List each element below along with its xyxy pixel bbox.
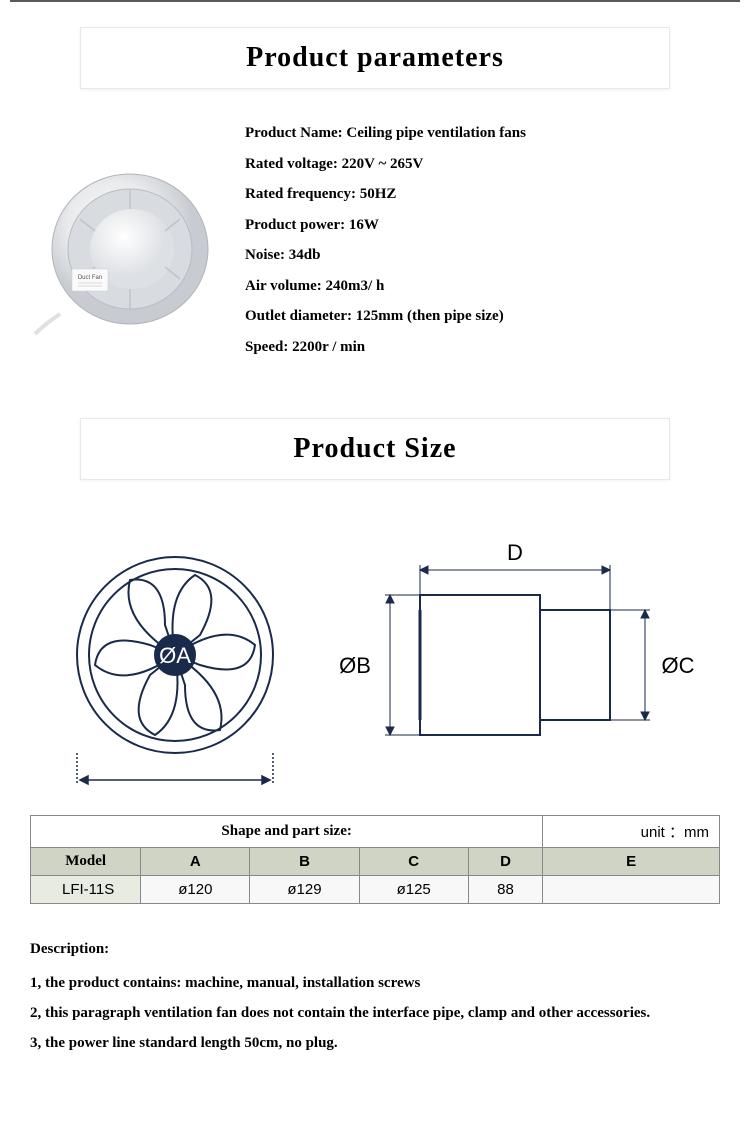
param-label: Speed: (245, 339, 288, 355)
parameters-header: Product parameters (80, 27, 670, 89)
param-label: Product Name: (245, 125, 343, 141)
description-section: Description: 1, the product contains: ma… (0, 924, 750, 1068)
param-value: 50HZ (360, 186, 397, 202)
param-row: Air volume: 240m3/ h (245, 272, 720, 301)
col-header: D (468, 848, 543, 876)
param-label: Air volume: (245, 278, 322, 294)
param-value: 125mm (then pipe size) (356, 308, 504, 324)
spec-table-section: Shape and part size: unit ：mm Model A B … (0, 805, 750, 924)
diagram-label-d: D (507, 540, 523, 565)
table-cell: ø129 (250, 876, 359, 904)
param-row: Product power: 16W (245, 211, 720, 240)
table-header-row: Model A B C D E (31, 848, 720, 876)
spec-table: Shape and part size: unit ：mm Model A B … (30, 815, 720, 904)
col-header: A (141, 848, 250, 876)
param-value: Ceiling pipe ventilation fans (346, 125, 526, 141)
param-value: 34db (289, 247, 321, 263)
parameters-list: Product Name: Ceiling pipe ventilation f… (245, 114, 720, 363)
description-item: 3, the power line standard length 50cm, … (30, 1028, 720, 1058)
param-label: Rated frequency: (245, 186, 356, 202)
front-diagram: ØA (50, 535, 300, 795)
col-header: C (359, 848, 468, 876)
top-divider (10, 0, 740, 2)
diagram-section: ØA D ØB (0, 505, 750, 805)
description-item: 2, this paragraph ventilation fan does n… (30, 998, 720, 1028)
col-header: B (250, 848, 359, 876)
diagram-label-b: ØB (339, 653, 371, 678)
table-cell: ø125 (359, 876, 468, 904)
table-unit: unit ：mm (543, 816, 720, 848)
table-cell: LFI-11S (31, 876, 141, 904)
parameters-section: Duct Fan Product Name: Ceiling pipe vent… (0, 114, 750, 393)
param-label: Noise: (245, 247, 285, 263)
param-row: Outlet diameter: 125mm (then pipe size) (245, 302, 720, 331)
diagram-label-c: ØC (662, 653, 695, 678)
param-value: 220V ~ 265V (342, 156, 424, 172)
param-row: Noise: 34db (245, 241, 720, 270)
side-diagram: D ØB ØC (330, 535, 700, 795)
col-header: Model (31, 848, 141, 876)
product-photo: Duct Fan (30, 139, 230, 339)
param-label: Outlet diameter: (245, 308, 352, 324)
table-title: Shape and part size: (31, 816, 543, 848)
param-value: 16W (349, 217, 379, 233)
size-header: Product Size (80, 418, 670, 480)
param-label: Rated voltage: (245, 156, 338, 172)
table-cell (543, 876, 720, 904)
param-value: 2200r / min (292, 339, 365, 355)
table-cell: ø120 (141, 876, 250, 904)
description-item: 1, the product contains: machine, manual… (30, 968, 720, 998)
col-header: E (543, 848, 720, 876)
param-row: Rated voltage: 220V ~ 265V (245, 150, 720, 179)
table-title-row: Shape and part size: unit ：mm (31, 816, 720, 848)
description-heading: Description: (30, 934, 720, 964)
product-label-text: Duct Fan (78, 275, 102, 281)
table-row: LFI-11S ø120 ø129 ø125 88 (31, 876, 720, 904)
table-cell: 88 (468, 876, 543, 904)
diagram-label-a: ØA (159, 643, 191, 668)
duct-fan-icon: Duct Fan (30, 139, 230, 339)
param-row: Rated frequency: 50HZ (245, 180, 720, 209)
param-value: 240m3/ h (326, 278, 385, 294)
param-row: Speed: 2200r / min (245, 333, 720, 362)
param-label: Product power: (245, 217, 345, 233)
param-row: Product Name: Ceiling pipe ventilation f… (245, 119, 720, 148)
